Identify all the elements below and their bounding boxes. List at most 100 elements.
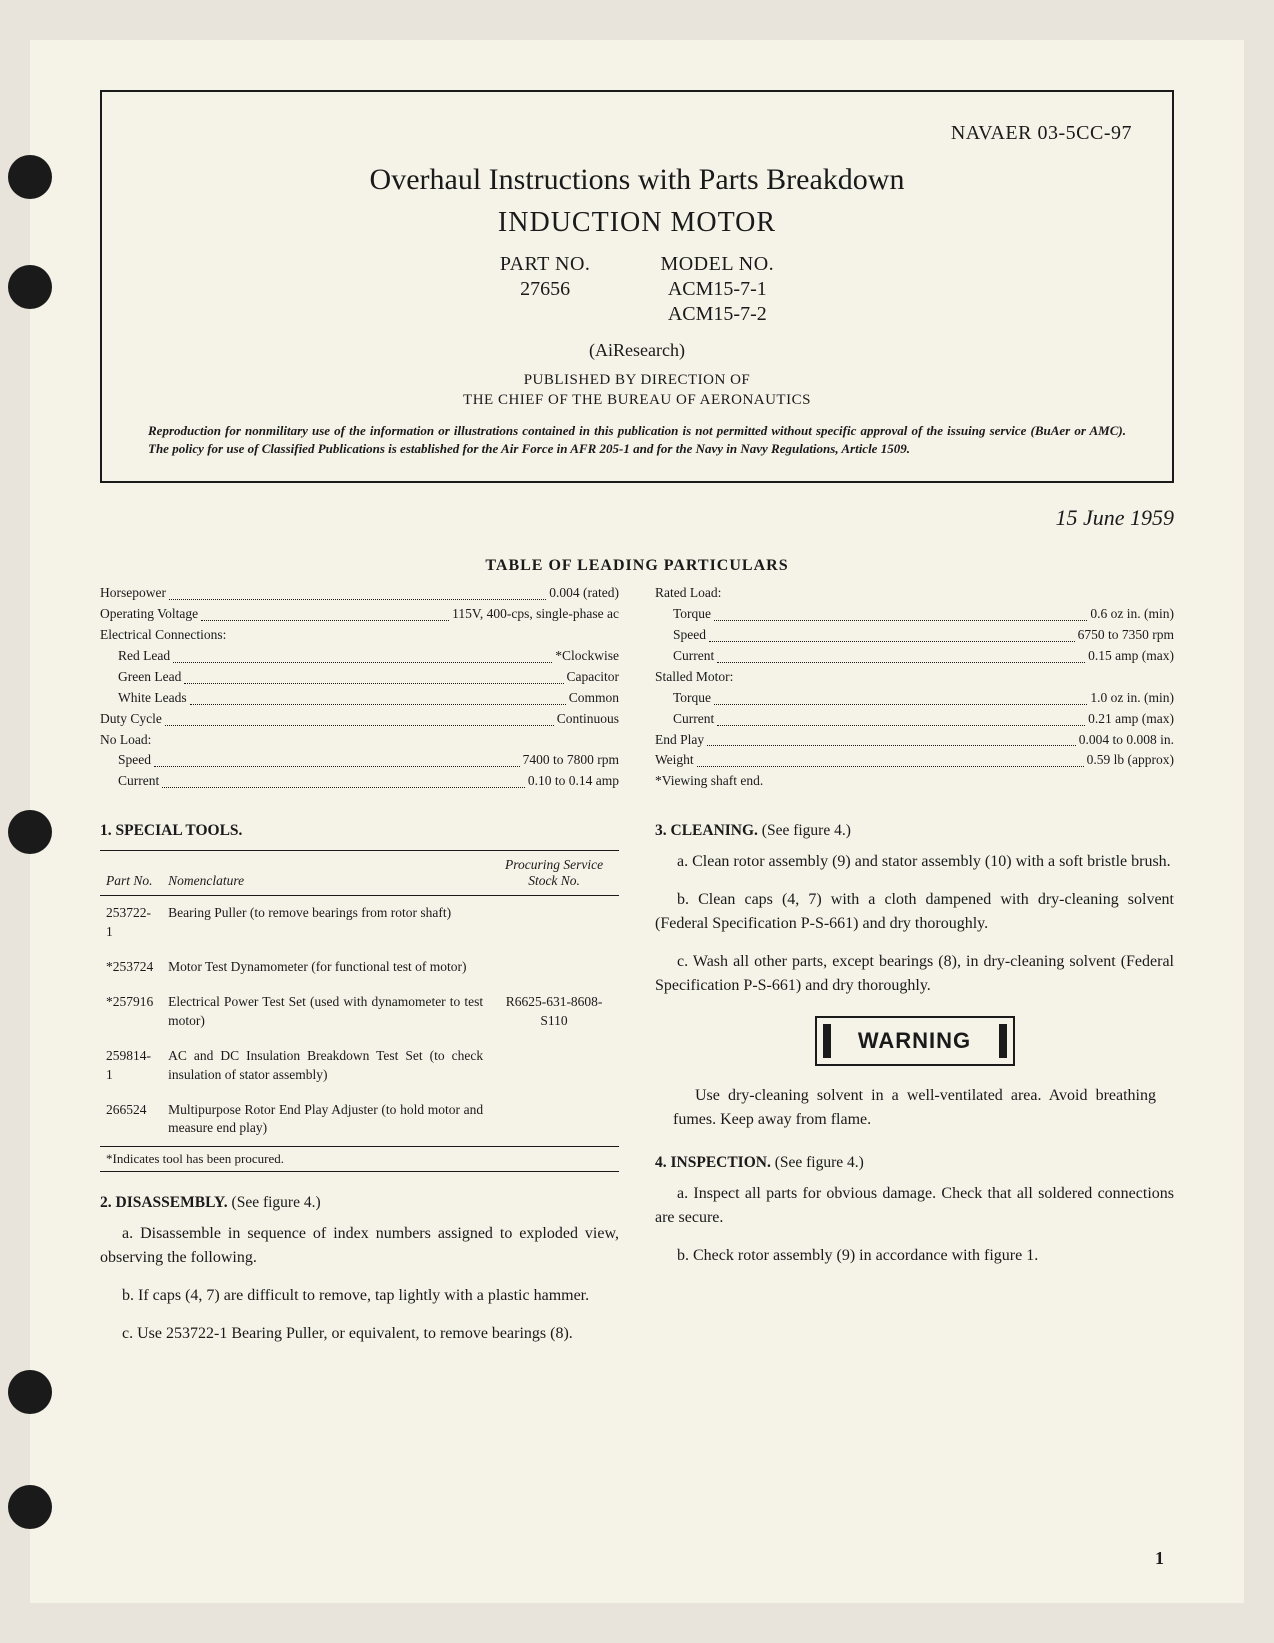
header-frame: NAVAER 03-5CC-97 Overhaul Instructions w… (100, 90, 1174, 483)
particulars-label: Duty Cycle (100, 709, 162, 730)
published-line-1: PUBLISHED BY DIRECTION OF (524, 372, 751, 388)
dotted-leader (190, 688, 566, 705)
particulars-value: 115V, 400-cps, single-phase ac (452, 604, 619, 625)
particulars-left-col: Horsepower0.004 (rated)Operating Voltage… (100, 583, 619, 792)
particulars-value: *Clockwise (555, 646, 619, 667)
tool-stockno (489, 896, 619, 950)
dotted-leader (714, 688, 1087, 705)
particulars-row: End Play0.004 to 0.008 in. (655, 730, 1174, 751)
particulars-row: Speed 7400 to 7800 rpm (100, 750, 619, 771)
particulars-value: Continuous (557, 709, 619, 730)
tool-nomenclature: AC and DC Insulation Breakdown Test Set … (162, 1039, 489, 1093)
particulars-label: Current (655, 709, 714, 730)
punch-hole-icon (8, 1485, 52, 1529)
dotted-leader (717, 709, 1085, 726)
punch-hole-icon (8, 265, 52, 309)
table-row: 259814-1AC and DC Insulation Breakdown T… (100, 1039, 619, 1093)
model-no-block: MODEL NO. ACM15-7-1 ACM15-7-2 (660, 253, 774, 326)
particulars-label: Speed (100, 750, 151, 771)
model-no-value-1: ACM15-7-1 (660, 278, 774, 301)
dotted-leader (162, 771, 525, 788)
tools-footnote: *Indicates tool has been procured. (100, 1146, 619, 1172)
manufacturer: (AiResearch) (142, 340, 1132, 361)
particulars-row: Red Lead *Clockwise (100, 646, 619, 667)
particulars-value: Capacitor (567, 667, 619, 688)
dotted-leader (717, 646, 1085, 663)
body-columns: 1. SPECIAL TOOLS. Part No. Nomenclature … (100, 800, 1174, 1360)
tool-nomenclature: Bearing Puller (to remove bearings from … (162, 896, 489, 950)
page-number: 1 (1155, 1548, 1164, 1569)
model-no-value-2: ACM15-7-2 (660, 303, 774, 326)
part-no-label: PART NO. (500, 253, 591, 276)
particulars-row: Current 0.10 to 0.14 amp (100, 771, 619, 792)
title-sub: INDUCTION MOTOR (142, 207, 1132, 239)
particulars-row: Torque0.6 oz in. (min) (655, 604, 1174, 625)
dotted-leader (201, 604, 449, 621)
particulars-value: 0.15 amp (max) (1088, 646, 1174, 667)
tool-partno: *257916 (100, 985, 162, 1039)
particulars-label: White Leads (100, 688, 187, 709)
dotted-leader (165, 709, 554, 726)
particulars-row: Weight0.59 lb (approx) (655, 750, 1174, 771)
section-2-title: 2. DISASSEMBLY. (100, 1194, 228, 1211)
particulars-row: Duty Cycle Continuous (100, 709, 619, 730)
dotted-leader (173, 646, 552, 663)
section-3-heading: 3. CLEANING. (See figure 4.) (655, 822, 1174, 840)
section-4-ref: (See figure 4.) (775, 1154, 864, 1171)
dotted-leader (697, 750, 1084, 767)
tool-stockno (489, 1039, 619, 1093)
particulars-value: Common (569, 688, 619, 709)
particulars-label: Operating Voltage (100, 604, 198, 625)
particulars-label: Stalled Motor: (655, 667, 1174, 688)
tool-partno: *253724 (100, 950, 162, 985)
section-3-ref: (See figure 4.) (762, 822, 851, 839)
special-tools-table: Part No. Nomenclature Procuring Service … (100, 850, 619, 1146)
warning-label: WARNING (858, 1028, 971, 1053)
tools-col-nomenclature: Nomenclature (162, 851, 489, 896)
particulars-columns: Horsepower0.004 (rated)Operating Voltage… (100, 583, 1174, 792)
table-row: *253724Motor Test Dynamometer (for funct… (100, 950, 619, 985)
dotted-leader (169, 583, 546, 600)
dotted-leader (154, 750, 520, 767)
particulars-right-col: Rated Load:Torque0.6 oz in. (min)Speed67… (655, 583, 1174, 792)
title-main: Overhaul Instructions with Parts Breakdo… (142, 163, 1132, 197)
punch-hole-icon (8, 1370, 52, 1414)
particulars-label: Torque (655, 688, 711, 709)
tool-partno: 253722-1 (100, 896, 162, 950)
document-page: NAVAER 03-5CC-97 Overhaul Instructions w… (30, 40, 1244, 1603)
section-3-title: 3. CLEANING. (655, 822, 758, 839)
particulars-value: 7400 to 7800 rpm (523, 750, 619, 771)
s2-para-c: c. Use 253722-1 Bearing Puller, or equiv… (100, 1322, 619, 1346)
particulars-row: Torque1.0 oz in. (min) (655, 688, 1174, 709)
particulars-value: 0.59 lb (approx) (1087, 750, 1174, 771)
s4-para-a: a. Inspect all parts for obvious damage.… (655, 1182, 1174, 1230)
section-4-heading: 4. INSPECTION. (See figure 4.) (655, 1154, 1174, 1172)
section-4-title: 4. INSPECTION. (655, 1154, 771, 1171)
particulars-value: 0.21 amp (max) (1088, 709, 1174, 730)
particulars-label: Rated Load: (655, 583, 1174, 604)
particulars-label: *Viewing shaft end. (655, 771, 1174, 792)
particulars-row: Operating Voltage 115V, 400-cps, single-p… (100, 604, 619, 625)
dotted-leader (709, 625, 1075, 642)
model-no-label: MODEL NO. (660, 253, 774, 276)
table-row: 253722-1Bearing Puller (to remove bearin… (100, 896, 619, 950)
particulars-label: No Load: (100, 730, 619, 751)
table-row: 266524Multipurpose Rotor End Play Adjust… (100, 1093, 619, 1147)
tools-col-partno: Part No. (100, 851, 162, 896)
part-model-row: PART NO. 27656 MODEL NO. ACM15-7-1 ACM15… (142, 253, 1132, 326)
particulars-label: Red Lead (100, 646, 170, 667)
particulars-value: 0.10 to 0.14 amp (528, 771, 619, 792)
part-no-block: PART NO. 27656 (500, 253, 591, 326)
tools-col-stockno: Procuring Service Stock No. (489, 851, 619, 896)
particulars-value: 0.6 oz in. (min) (1090, 604, 1174, 625)
document-id: NAVAER 03-5CC-97 (142, 122, 1132, 145)
particulars-label: Speed (655, 625, 706, 646)
dotted-leader (714, 604, 1087, 621)
particulars-value: 0.004 (rated) (549, 583, 619, 604)
s2-para-a: a. Disassemble in sequence of index numb… (100, 1222, 619, 1270)
particulars-label: Current (100, 771, 159, 792)
published-line-2: THE CHIEF OF THE BUREAU OF AERONAUTICS (463, 392, 811, 408)
tool-nomenclature: Multipurpose Rotor End Play Adjuster (to… (162, 1093, 489, 1147)
warning-text: Use dry-cleaning solvent in a well-venti… (655, 1084, 1174, 1132)
particulars-label: Green Lead (100, 667, 181, 688)
